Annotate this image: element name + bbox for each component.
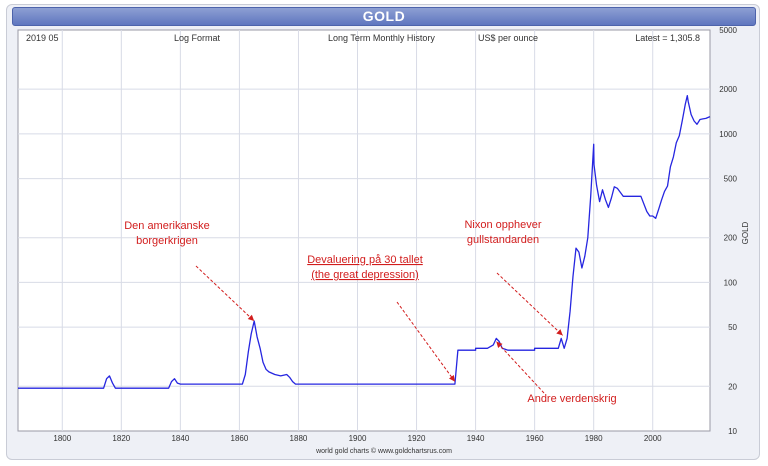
- plot-area: [17, 29, 711, 432]
- x-tick-label: 1920: [408, 434, 426, 443]
- header-format: Log Format: [174, 33, 221, 43]
- annotation-text: borgerkrigen: [136, 235, 198, 247]
- y-tick-label: 100: [724, 278, 738, 287]
- x-tick-label: 1840: [171, 434, 189, 443]
- x-tick-label: 1960: [526, 434, 544, 443]
- series-layer: [18, 94, 711, 389]
- annotation-arrow: [496, 272, 564, 336]
- x-tick-label: 1880: [290, 434, 308, 443]
- annotation-text: Den amerikanske: [124, 220, 210, 232]
- gold-price-line: [18, 94, 711, 389]
- header-history: Long Term Monthly History: [328, 33, 435, 43]
- annotation-arrowhead: [556, 329, 563, 336]
- y-axis: 5000 2000 1000 500 200 100 50 20 10: [719, 26, 737, 436]
- y-tick-label: 500: [724, 175, 738, 184]
- x-tick-label: 1940: [467, 434, 485, 443]
- annotation-text: Nixon opphever: [464, 219, 541, 231]
- x-tick-label: 1980: [585, 434, 603, 443]
- y-tick-label: 50: [728, 323, 737, 332]
- annotation-text: Andre verdenskrig: [527, 393, 616, 405]
- y-tick-label: 20: [728, 382, 737, 391]
- y-tick-label: 2000: [719, 85, 737, 94]
- x-axis: 1800 1820 1840 1860 1880 1900 1920 1940 1960 1980…: [53, 434, 662, 443]
- x-tick-label: 2000: [644, 434, 662, 443]
- x-tick-label: 1860: [231, 434, 249, 443]
- x-tick-label: 1800: [53, 434, 71, 443]
- x-tick-label: 1820: [112, 434, 130, 443]
- annotation-text: Devaluering på 30 tallet: [307, 254, 423, 266]
- chart-title: GOLD: [362, 8, 406, 24]
- y-tick-label: 200: [724, 234, 738, 243]
- annotation-arrow: [396, 301, 456, 382]
- y-tick-label: 10: [728, 427, 737, 436]
- annotation-arrow: [495, 341, 545, 394]
- header-units: US$ per ounce: [478, 33, 538, 43]
- annotation-arrowhead: [448, 374, 455, 382]
- header-latest: Latest = 1,305.8: [635, 33, 700, 43]
- annotation-arrowhead: [247, 314, 255, 322]
- annotation-arrow: [195, 265, 255, 322]
- grid: [18, 30, 710, 431]
- annotations: Den amerikanske borgerkrigen Devaluering p…: [124, 219, 616, 405]
- y-tick-label: 1000: [719, 130, 737, 139]
- annotation-arrowhead: [496, 341, 503, 348]
- x-tick-label: 1900: [349, 434, 367, 443]
- y-axis-label: GOLD: [741, 221, 750, 244]
- title-bar: GOLD: [12, 7, 756, 26]
- header-date: 2019 05: [26, 33, 59, 43]
- annotation-text: (the great depression): [311, 269, 419, 281]
- annotation-text: gullstandarden: [467, 234, 539, 246]
- source-credit: world gold charts © www.goldchartsrus.co…: [315, 447, 452, 455]
- y-tick-label: 5000: [719, 26, 737, 35]
